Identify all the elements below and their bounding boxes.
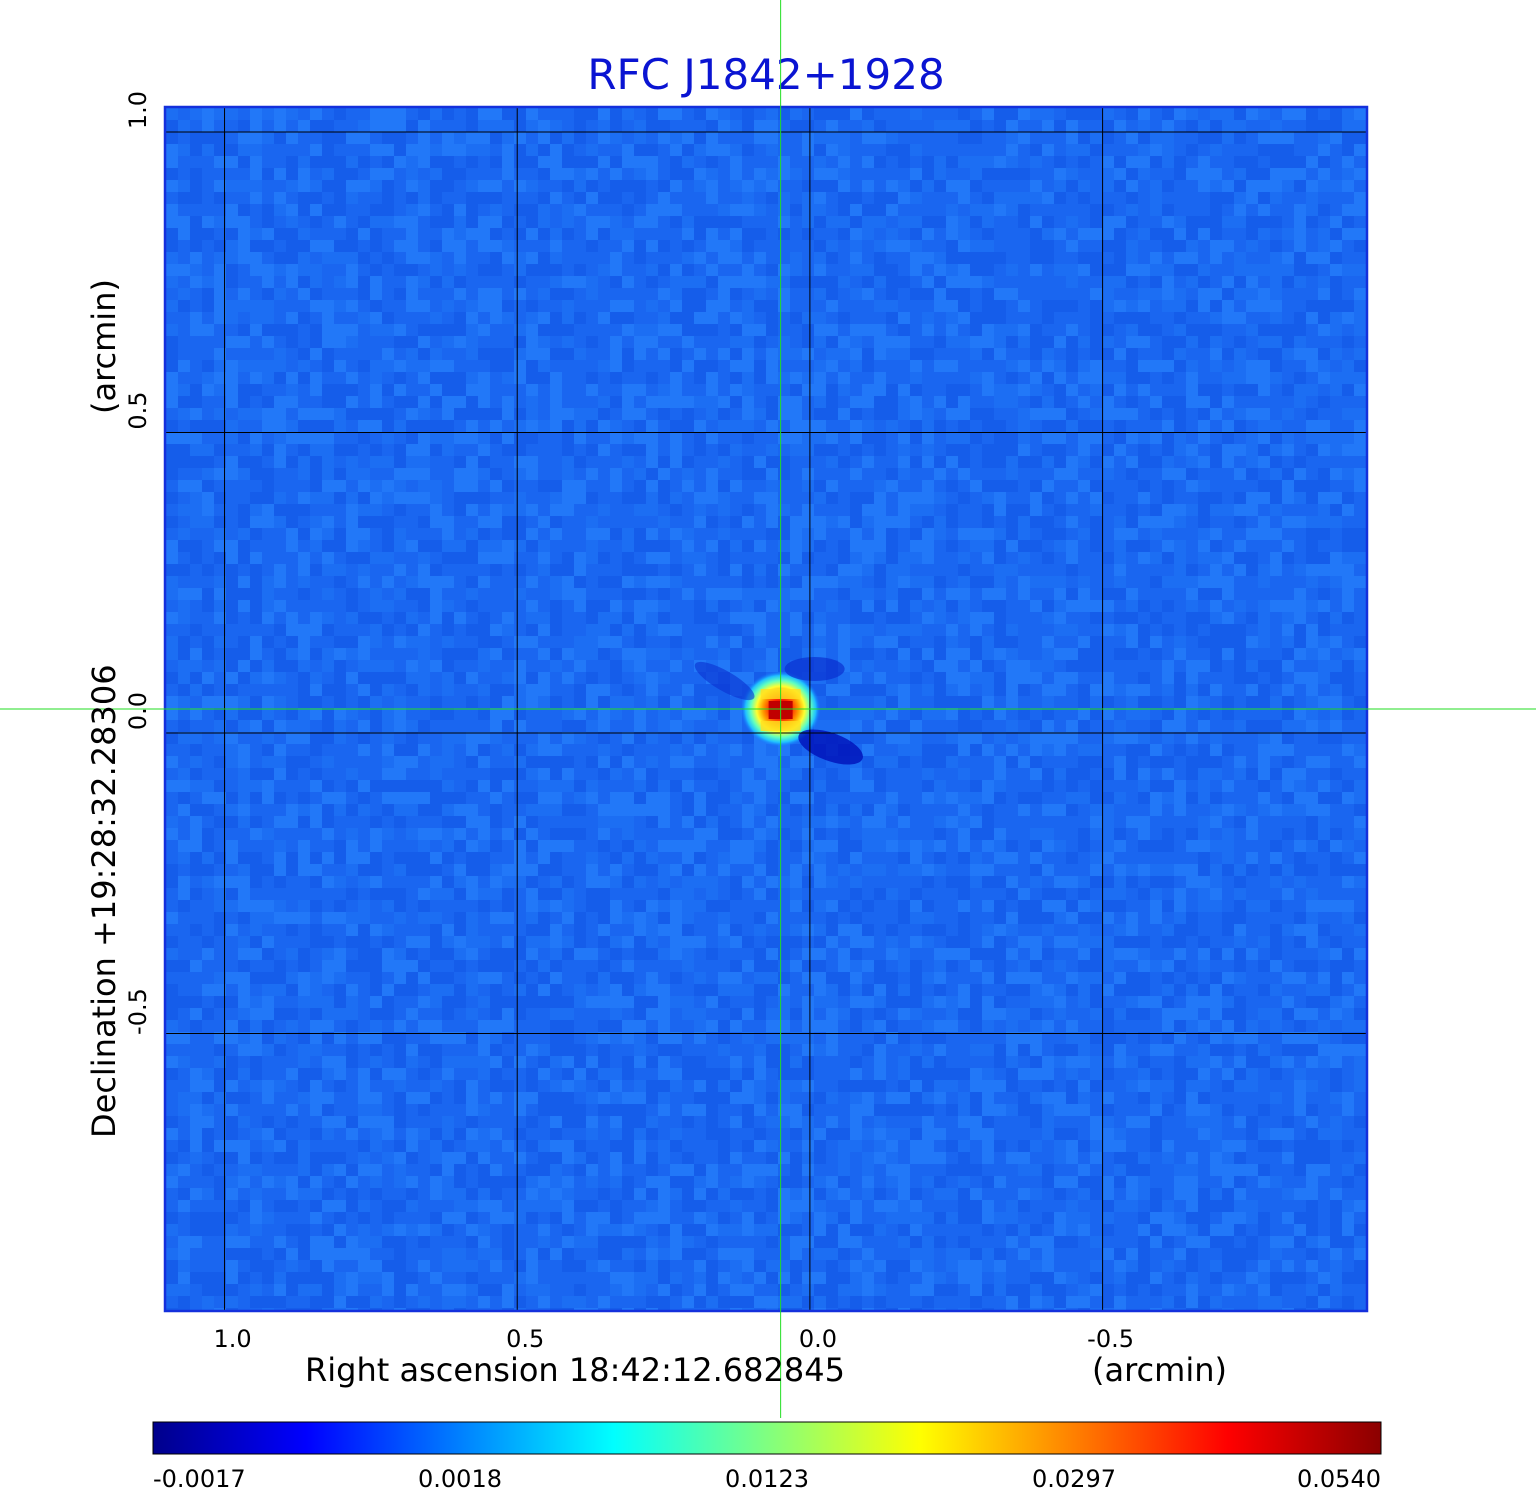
colorbar-tick-labels: -0.0017 0.0018 0.0123 0.0297 0.0540: [153, 1465, 1381, 1493]
colorbar-tick-label: 0.0123: [725, 1465, 809, 1493]
x-tick-label: 0.0: [799, 1325, 837, 1353]
x-tick-label: -0.5: [1087, 1325, 1134, 1353]
y-tick-label: 0.5: [124, 391, 152, 429]
y-tick-labels: 1.0 0.5 0.0 -0.5: [124, 91, 152, 1035]
x-tick-labels: 1.0 0.5 0.0 -0.5: [213, 1325, 1134, 1353]
y-tick-label: 1.0: [124, 91, 152, 129]
x-axis-label: Right ascension 18:42:12.682845: [305, 1351, 845, 1389]
y-axis-label: Declination +19:28:32.28306: [85, 664, 123, 1138]
x-axis-unit: (arcmin): [1092, 1351, 1227, 1389]
colorbar-tick-label: 0.0018: [418, 1465, 502, 1493]
colorbar-tick-label: -0.0017: [153, 1465, 246, 1493]
y-tick-label: 0.0: [124, 692, 152, 730]
source-blob: [694, 657, 863, 765]
y-axis-unit: (arcmin): [85, 279, 123, 414]
colorbar-tick-label: 0.0540: [1297, 1465, 1381, 1493]
chart-title: RFC J1842+1928: [587, 50, 944, 99]
noise-texture: [166, 108, 1366, 1310]
x-tick-label: 0.5: [506, 1325, 544, 1353]
crosshair: [0, 0, 1536, 1418]
y-tick-label: -0.5: [124, 988, 152, 1035]
colorbar: [152, 1421, 1382, 1455]
grid-lines: [166, 108, 1366, 1310]
negative-lobe: [798, 729, 863, 765]
x-tick-label: 1.0: [213, 1325, 251, 1353]
colorbar-tick-label: 0.0297: [1032, 1465, 1116, 1493]
negative-lobe: [784, 657, 845, 681]
plot-area: [166, 108, 1366, 1310]
negative-lobe: [694, 661, 755, 701]
